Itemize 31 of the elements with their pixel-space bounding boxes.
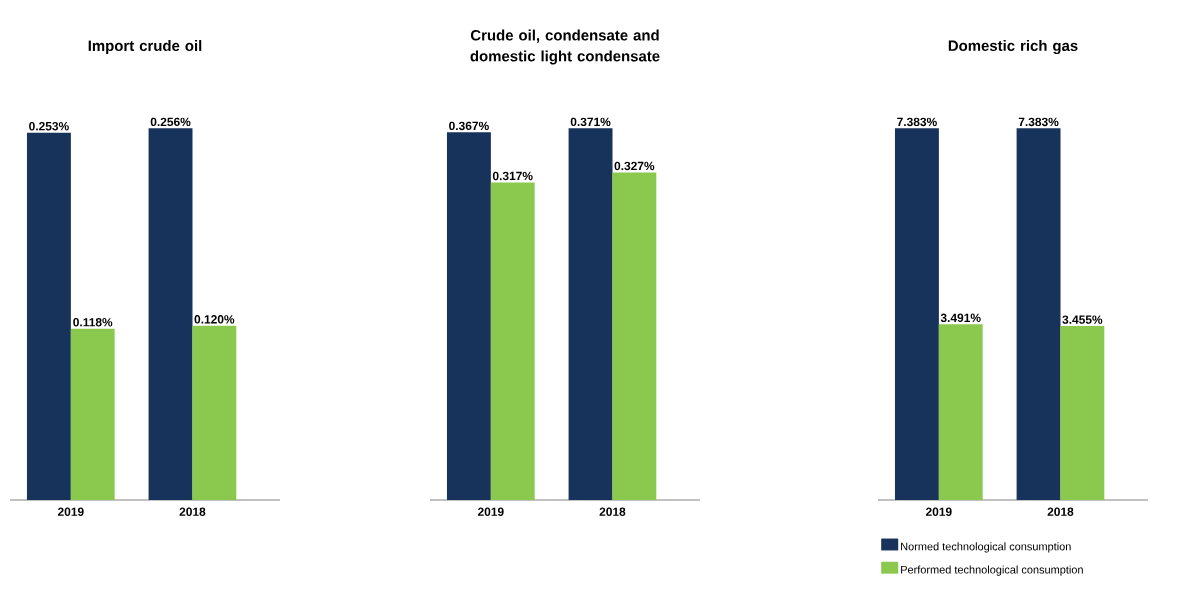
data-label: 3.455% — [1062, 315, 1103, 324]
x-tick-label: 2019 — [57, 507, 84, 516]
data-label: 0.317% — [492, 171, 533, 181]
data-label: 0.371% — [570, 117, 611, 127]
data-label: 0.253% — [29, 121, 69, 131]
data-label: 7.383% — [1018, 117, 1059, 127]
x-tick-label: 2018 — [599, 507, 626, 516]
bar — [70, 328, 115, 500]
bar — [148, 128, 193, 500]
data-label: 7.383% — [897, 117, 937, 127]
bar — [26, 132, 71, 500]
data-label: 0.118% — [73, 318, 113, 327]
bar — [490, 182, 535, 500]
data-label: 0.120% — [194, 315, 235, 324]
data-label: 0.367% — [449, 121, 489, 131]
bar — [446, 132, 491, 500]
chart-title: Crude oil, condensate and domestic light condensate — [470, 29, 660, 65]
x-tick-label: 2019 — [477, 507, 504, 516]
bar — [612, 172, 657, 500]
x-tick-label: 2018 — [1047, 507, 1074, 516]
bar — [568, 128, 613, 500]
x-tick-label: 2019 — [925, 507, 952, 516]
legend-label: Performed technological consumption — [901, 565, 1083, 576]
bar — [192, 325, 237, 500]
data-label: 0.327% — [614, 161, 655, 171]
legend-label: Normed technological consumption — [901, 542, 1071, 553]
x-tick-label: 2018 — [179, 507, 206, 516]
data-label: 0.256% — [150, 117, 191, 127]
chart-title: Import crude oil — [88, 40, 202, 54]
chart-title: Domestic rich gas — [948, 40, 1078, 55]
data-label: 3.491% — [940, 313, 981, 323]
